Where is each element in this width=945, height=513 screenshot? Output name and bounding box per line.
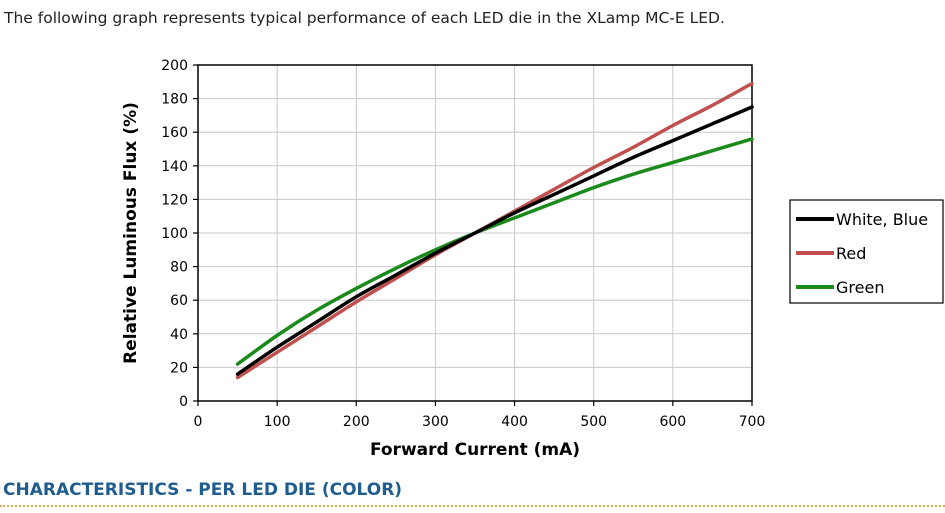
y-tick-label: 0 xyxy=(179,394,188,410)
y-tick-label: 40 xyxy=(170,327,188,343)
y-tick-label: 20 xyxy=(170,360,188,376)
legend-label: Red xyxy=(836,244,866,263)
chart-legend: White, Blue Red Green xyxy=(789,199,944,304)
section-heading: CHARACTERISTICS - PER LED DIE (COLOR) xyxy=(3,480,403,500)
y-tick-label: 80 xyxy=(170,260,188,276)
x-tick-label: 700 xyxy=(739,414,766,430)
y-axis-label: Relative Luminous Flux (%) xyxy=(121,102,141,364)
x-tick-label: 200 xyxy=(343,414,370,430)
x-tick-label: 600 xyxy=(659,414,686,430)
x-tick-label: 100 xyxy=(264,414,291,430)
x-tick-label: 0 xyxy=(194,414,203,430)
y-tick-label: 140 xyxy=(161,159,188,175)
x-tick-label: 300 xyxy=(422,414,449,430)
x-tick-label: 400 xyxy=(501,414,528,430)
y-tick-label: 160 xyxy=(161,125,188,141)
y-tick-label: 100 xyxy=(161,226,188,242)
luminous-flux-chart: 0 100 200 300 400 500 600 700 0 20 40 60 80 100 120 140… xyxy=(121,58,944,460)
intro-text: The following graph represents typical p… xyxy=(4,9,725,27)
y-tick-label: 60 xyxy=(170,293,188,309)
legend-label: Green xyxy=(836,278,884,297)
y-tick-label: 200 xyxy=(161,58,188,74)
series-line-green xyxy=(235,137,754,366)
dotted-divider xyxy=(0,505,945,507)
y-tick-label: 120 xyxy=(161,192,188,208)
series-line-white-blue xyxy=(235,105,754,376)
legend-label: White, Blue xyxy=(836,210,928,229)
x-axis-label: Forward Current (mA) xyxy=(370,440,580,460)
x-tick-label: 500 xyxy=(580,414,607,430)
y-tick-label: 180 xyxy=(161,92,188,108)
